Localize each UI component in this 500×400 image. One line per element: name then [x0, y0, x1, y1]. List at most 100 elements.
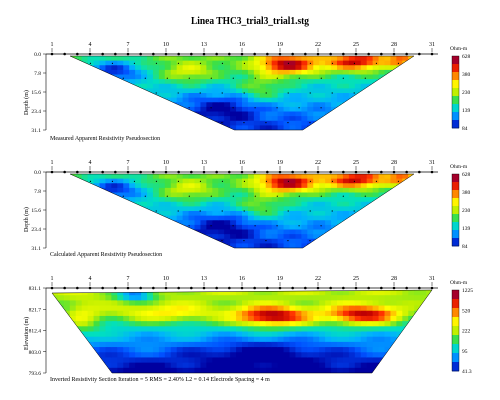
resistivity-cell [283, 97, 291, 103]
resistivity-cell [283, 79, 291, 85]
resistivity-cell [265, 341, 273, 348]
resistivity-cell [283, 229, 291, 235]
resistivity-cell [295, 83, 302, 89]
resistivity-cell [271, 220, 279, 226]
electrode-marker [367, 170, 370, 174]
resistivity-cell [414, 341, 421, 348]
resistivity-cell [342, 347, 350, 353]
resistivity-cell [354, 341, 362, 348]
resistivity-cell [188, 88, 196, 94]
resistivity-cell [283, 315, 291, 322]
resistivity-cell [325, 102, 332, 108]
resistivity-cell [390, 178, 397, 184]
resistivity-cell [170, 97, 178, 103]
resistivity-cell [319, 305, 326, 312]
resistivity-cell [57, 367, 65, 373]
resistivity-cell [236, 125, 243, 130]
resistivity-cell [123, 69, 130, 76]
resistivity-cell [277, 111, 285, 117]
resistivity-cell [301, 362, 308, 369]
resistivity-cell [384, 183, 392, 189]
electrode-marker [228, 52, 231, 56]
resistivity-cell [307, 336, 314, 343]
resistivity-cell [69, 341, 77, 348]
datum-point [320, 225, 322, 227]
resistivity-cell [230, 97, 237, 103]
resistivity-cell [378, 65, 386, 71]
datum-point [331, 62, 334, 64]
resistivity-cell [63, 315, 71, 322]
resistivity-cell [408, 367, 415, 373]
resistivity-cell [247, 201, 255, 207]
resistivity-cell [289, 229, 297, 235]
resistivity-cell [396, 352, 403, 359]
resistivity-cell [206, 93, 213, 99]
resistivity-cell [158, 192, 166, 198]
resistivity-cell [265, 56, 273, 62]
resistivity-cell [93, 347, 101, 353]
resistivity-cell [152, 206, 160, 212]
resistivity-cell [354, 300, 362, 307]
resistivity-cell [319, 83, 326, 89]
resistivity-cell [141, 347, 148, 353]
figure-title: Linea THC3_trial3_trial1.stg [190, 15, 310, 27]
resistivity-cell [337, 56, 344, 62]
resistivity-cell [289, 331, 297, 338]
resistivity-cell [247, 111, 255, 117]
electrode-marker [114, 52, 117, 56]
resistivity-cell [390, 357, 397, 364]
resistivity-cell [313, 93, 320, 99]
resistivity-cell [129, 305, 136, 312]
electrode-marker [114, 170, 117, 174]
resistivity-cell [230, 106, 237, 113]
resistivity-cell [206, 341, 213, 348]
resistivity-cell [342, 300, 350, 307]
resistivity-cell [188, 178, 196, 184]
resistivity-cell [93, 315, 101, 322]
resistivity-cell [63, 321, 71, 327]
resistivity-cell [337, 211, 344, 217]
resistivity-cell [188, 220, 196, 226]
resistivity-cell [224, 192, 231, 198]
resistivity-cell [307, 362, 314, 369]
resistivity-cell [331, 326, 338, 333]
resistivity-cell [200, 187, 207, 194]
datum-point [265, 210, 267, 212]
resistivity-cell [158, 187, 166, 194]
resistivity-cell [253, 234, 261, 240]
resistivity-cell [289, 211, 297, 217]
resistivity-cell [224, 102, 231, 108]
resistivity-cell [378, 60, 386, 66]
resistivity-cell [259, 341, 267, 348]
resistivity-cell [236, 220, 243, 226]
datum-point [254, 107, 256, 109]
resistivity-cell [325, 88, 332, 94]
resistivity-cell [170, 331, 178, 338]
resistivity-cell [52, 352, 59, 359]
resistivity-cell [301, 125, 308, 130]
resistivity-cell [236, 295, 243, 301]
resistivity-cell [188, 305, 196, 312]
resistivity-cell [301, 102, 308, 108]
resistivity-cell [289, 120, 297, 126]
resistivity-cell [259, 97, 267, 103]
resistivity-cell [265, 69, 273, 76]
resistivity-cell [152, 174, 160, 180]
resistivity-cell [224, 116, 231, 122]
resistivity-cell [236, 362, 243, 369]
resistivity-cell [212, 102, 219, 108]
resistivity-cell [87, 362, 95, 369]
x-tick-label: 1 [51, 276, 54, 282]
resistivity-cell [342, 310, 350, 317]
resistivity-cell [313, 224, 320, 231]
resistivity-cell [289, 125, 297, 130]
resistivity-cell [147, 56, 154, 62]
x-tick-label: 13 [201, 276, 207, 282]
resistivity-cell [390, 331, 397, 338]
resistivity-cell [277, 347, 285, 353]
resistivity-cell [87, 336, 95, 343]
resistivity-cell [348, 321, 356, 327]
resistivity-cell [194, 347, 202, 353]
resistivity-cell [360, 295, 368, 301]
resistivity-cell [182, 326, 190, 333]
